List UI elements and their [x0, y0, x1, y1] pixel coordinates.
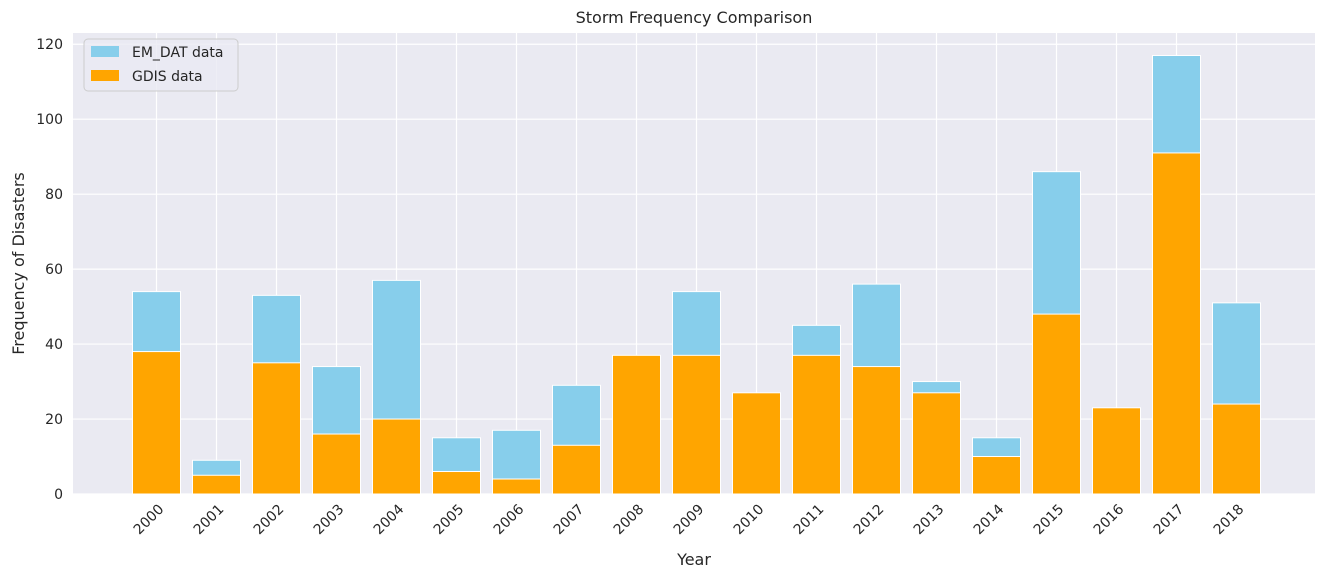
bar-gdis-2011	[792, 354, 841, 495]
x-tick-label-2008: 2008	[611, 502, 648, 539]
bar-gdis-2012	[852, 366, 901, 495]
x-tick-label-2004: 2004	[371, 501, 408, 538]
x-tick-label-2016: 2016	[1091, 501, 1128, 538]
x-tick-label-2003: 2003	[311, 502, 348, 539]
x-tick-label-2001: 2001	[191, 502, 228, 539]
x-tick-label-2015: 2015	[1031, 502, 1068, 539]
y-tick-label: 40	[45, 337, 63, 353]
x-tick-label-2000: 2000	[131, 502, 168, 539]
x-tick-label-2017: 2017	[1151, 502, 1188, 539]
x-tick-label-2011: 2011	[791, 502, 828, 539]
x-tick-label-2013: 2013	[911, 502, 948, 539]
legend-swatch-em-dat	[91, 46, 119, 57]
bar-gdis-2005	[432, 471, 481, 495]
legend: EM_DAT data GDIS data	[83, 38, 239, 92]
x-tick-label-2014: 2014	[971, 501, 1008, 538]
bar-gdis-2008	[612, 354, 661, 495]
bar-gdis-2007	[552, 444, 601, 495]
x-tick-label-2018: 2018	[1211, 502, 1248, 539]
y-tick-labels: 0 20 40 60 80 100 120	[36, 37, 63, 503]
y-tick-label: 100	[36, 112, 63, 128]
bar-gdis-2001	[192, 474, 241, 495]
bar-gdis-2004	[372, 418, 421, 495]
bar-gdis-2013	[912, 392, 961, 495]
bar-gdis-2018	[1212, 403, 1261, 495]
x-tick-label-2006: 2006	[491, 501, 528, 538]
legend-label-gdis: GDIS data	[132, 69, 203, 85]
y-axis-label: Frequency of Disasters	[9, 172, 28, 355]
y-tick-label: 80	[45, 187, 63, 203]
legend-label-em-dat: EM_DAT data	[132, 45, 224, 61]
bar-gdis-2006	[492, 478, 541, 495]
chart-title: Storm Frequency Comparison	[576, 8, 813, 27]
bar-gdis-2002	[252, 362, 301, 495]
y-tick-label: 120	[36, 37, 63, 53]
x-tick-label-2005: 2005	[431, 502, 468, 539]
x-tick-label-2002: 2002	[251, 502, 288, 539]
x-tick-label-2007: 2007	[551, 502, 588, 539]
bar-gdis-2000	[132, 351, 181, 495]
gdis-bars	[132, 152, 1261, 495]
bar-gdis-2003	[312, 433, 361, 495]
legend-swatch-gdis	[91, 70, 119, 81]
legend-box	[83, 38, 239, 92]
x-axis-label: Year	[676, 550, 711, 569]
bar-gdis-2009	[672, 354, 721, 495]
y-tick-label: 60	[45, 262, 63, 278]
x-tick-labels: 2000 2001 2002 2003 2004 2005 2006 2007 2008 2009…	[131, 501, 1248, 538]
bar-gdis-2014	[972, 456, 1021, 495]
bar-gdis-2016	[1092, 407, 1141, 495]
bar-gdis-2017	[1152, 152, 1201, 495]
x-tick-label-2012: 2012	[851, 502, 888, 539]
y-tick-label: 20	[45, 412, 63, 428]
x-tick-label-2010: 2010	[731, 502, 768, 539]
y-tick-label: 0	[54, 487, 63, 503]
bar-gdis-2015	[1032, 313, 1081, 495]
bar-gdis-2010	[732, 392, 781, 495]
x-tick-label-2009: 2009	[671, 502, 708, 539]
